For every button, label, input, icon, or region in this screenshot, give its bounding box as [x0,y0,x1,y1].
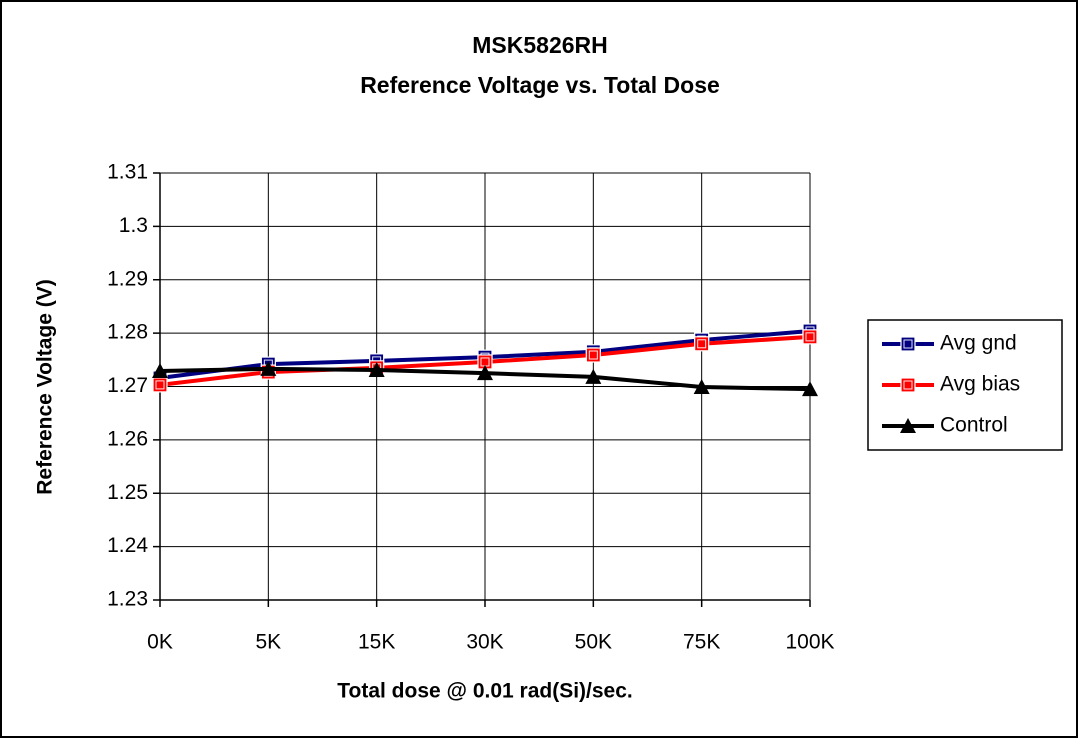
legend-marker-inner [903,380,913,390]
legend-marker [900,418,916,433]
data-point-inner [480,357,490,367]
data-point-inner [155,380,165,390]
y-tick-label: 1.31 [107,161,148,184]
y-tick-label: 1.24 [107,534,148,557]
y-tick-label: 1.3 [119,214,148,237]
data-point [260,360,277,376]
x-tick-label: 100K [785,631,834,654]
x-tick-label: 30K [466,631,503,654]
y-tick-label: 1.26 [107,427,148,450]
legend-marker-inner [903,339,913,349]
chart-subtitle: Reference Voltage vs. Total Dose [360,72,720,98]
y-tick-label: 1.25 [107,481,148,504]
data-point [693,379,710,395]
x-tick-label: 0K [147,631,173,654]
data-point [368,361,385,377]
x-tick-label: 15K [358,631,395,654]
legend-label: Control [940,414,1008,437]
x-tick-label: 75K [683,631,720,654]
legend-label: Avg gnd [940,332,1017,355]
data-point [152,363,168,379]
y-tick-label: 1.29 [107,267,148,290]
data-point [802,381,818,397]
y-axis-label: Reference Voltage (V) [34,279,57,495]
x-tick-label: 5K [255,631,281,654]
y-tick-label: 1.27 [107,374,148,397]
legend-label: Avg bias [940,373,1020,396]
data-point-inner [805,332,815,342]
data-point-inner [588,350,598,360]
x-axis-label: Total dose @ 0.01 rad(Si)/sec. [337,680,633,703]
data-point [585,368,602,384]
chart-title: MSK5826RH [472,32,608,58]
y-tick-label: 1.28 [107,321,148,344]
data-point-inner [697,339,707,349]
x-tick-label: 50K [575,631,612,654]
data-point [477,365,493,381]
y-tick-label: 1.23 [107,588,148,611]
